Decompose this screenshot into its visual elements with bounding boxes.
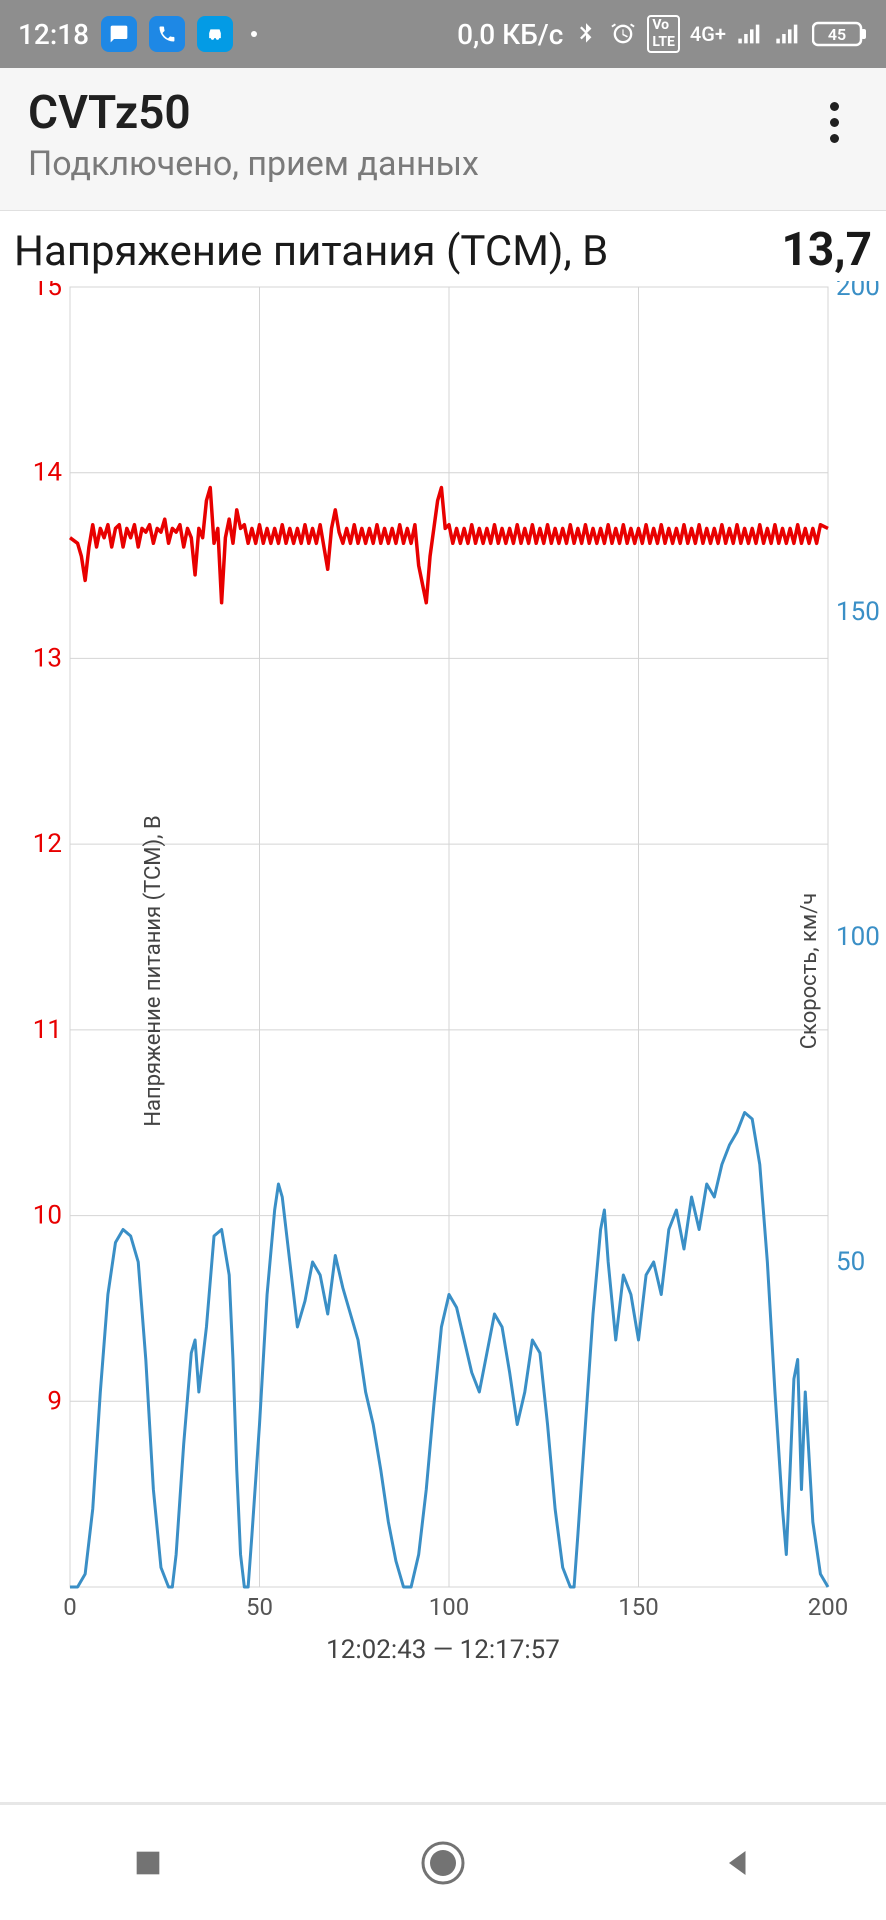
current-reading: Напряжение питания (TCM), В 13,7 (0, 211, 886, 277)
sms-icon (101, 16, 137, 52)
signal-2-icon (774, 22, 802, 46)
y-left-axis-title: Напряжение питания (TCM), В (141, 815, 166, 1126)
app-bar: CVTz50 Подключено, прием данных (0, 68, 886, 211)
app-title: CVTz50 (28, 86, 810, 140)
home-button[interactable] (403, 1823, 483, 1903)
battery-icon: 45 (812, 20, 868, 48)
svg-text:14: 14 (33, 458, 63, 488)
navigation-bar (0, 1802, 886, 1920)
svg-text:9: 9 (47, 1386, 62, 1416)
svg-text:150: 150 (836, 597, 880, 627)
recents-button[interactable] (108, 1823, 188, 1903)
volte-icon: VoLTE (647, 15, 680, 53)
back-button[interactable] (698, 1823, 778, 1903)
svg-text:200: 200 (808, 1593, 848, 1621)
more-notif-dot (251, 31, 257, 37)
svg-text:200: 200 (836, 281, 880, 302)
x-time-range: 12:02:43 — 12:17:57 (6, 1635, 880, 1665)
svg-text:10: 10 (33, 1201, 62, 1231)
reading-value: 13,7 (782, 223, 873, 277)
status-bar: 12:18 0,0 КБ/с VoLTE 4G+ 45 (0, 0, 886, 68)
svg-text:15: 15 (33, 281, 62, 302)
phone-icon (149, 16, 185, 52)
svg-text:45: 45 (828, 25, 846, 44)
bluetooth-icon (573, 19, 599, 49)
signal-1-icon (736, 22, 764, 46)
svg-text:50: 50 (246, 1593, 273, 1621)
app-subtitle: Подключено, прием данных (28, 144, 810, 184)
line-chart[interactable]: 0 50 100 150 200 9 10 11 12 13 14 15 50 100 150 200 (6, 281, 880, 1633)
svg-text:12: 12 (33, 829, 62, 859)
svg-text:100: 100 (429, 1593, 469, 1621)
svg-text:50: 50 (836, 1247, 865, 1277)
svg-text:11: 11 (33, 1015, 62, 1045)
y-right-axis-title: Скорость, км/ч (797, 893, 822, 1050)
status-time: 12:18 (18, 18, 89, 51)
reading-label: Напряжение питания (TCM), В (14, 227, 782, 276)
svg-text:150: 150 (618, 1593, 658, 1621)
svg-text:13: 13 (33, 643, 62, 673)
alarm-icon (609, 20, 637, 48)
menu-button[interactable] (810, 98, 858, 146)
app-notif-icon (197, 16, 233, 52)
svg-text:0: 0 (63, 1593, 77, 1621)
network-type: 4G+ (690, 22, 726, 46)
data-rate: 0,0 КБ/с (457, 18, 563, 51)
chart-area[interactable]: Напряжение питания (TCM), В Скорость, км… (0, 277, 886, 1665)
svg-text:100: 100 (836, 922, 880, 952)
